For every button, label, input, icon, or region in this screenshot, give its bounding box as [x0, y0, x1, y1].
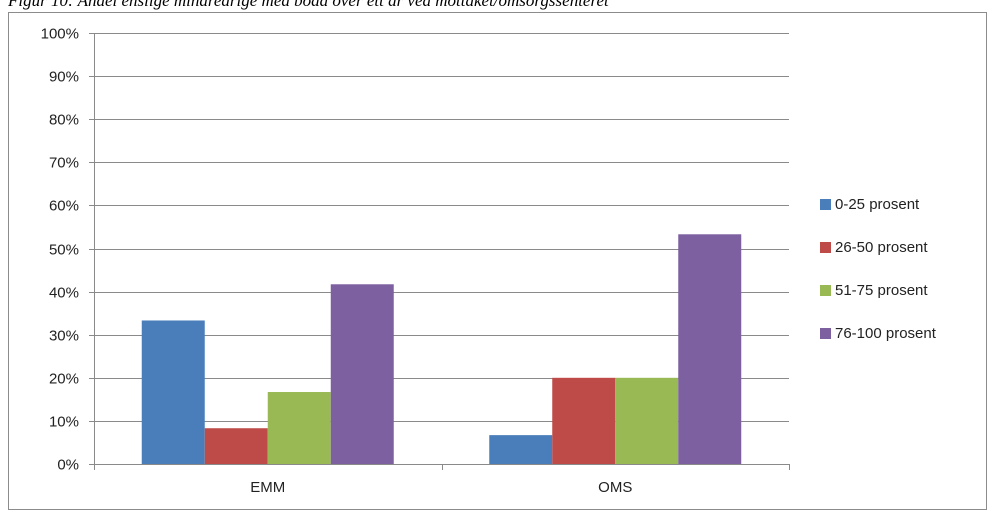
- y-tick-label: 60%: [49, 198, 79, 215]
- y-tick-label: 50%: [49, 242, 79, 259]
- legend-swatch: [820, 285, 831, 296]
- y-tick-label: 10%: [49, 414, 79, 431]
- gridlines: [94, 33, 789, 422]
- legend-label: 0-25 prosent: [835, 196, 920, 213]
- bar: [204, 428, 268, 464]
- bar: [489, 435, 553, 464]
- legend-swatch: [820, 328, 831, 339]
- bar: [141, 320, 205, 464]
- bar: [267, 392, 331, 464]
- legend-label: 76-100 prosent: [835, 325, 937, 342]
- legend-swatch: [820, 242, 831, 253]
- figure-caption: Figur 10: Andel enslige mindreårige med …: [8, 0, 609, 10]
- y-tick-label: 0%: [57, 457, 79, 474]
- y-tick-label: 30%: [49, 328, 79, 345]
- y-tick-label: 80%: [49, 112, 79, 129]
- bar: [678, 234, 742, 464]
- y-tick-label: 20%: [49, 371, 79, 388]
- legend-label: 26-50 prosent: [835, 239, 928, 256]
- legend: 0-25 prosent 26-50 prosent 51-75 prosent 76…: [820, 196, 937, 342]
- bar: [330, 284, 394, 464]
- y-tick-label: 100%: [41, 26, 79, 43]
- chart-frame: [8, 12, 987, 510]
- y-tick-label: 90%: [49, 69, 79, 86]
- bar: [552, 377, 616, 464]
- legend-label: 51-75 prosent: [835, 282, 928, 299]
- x-tick-label: EMM: [250, 479, 285, 496]
- y-tick-label: 70%: [49, 155, 79, 172]
- bar: [615, 377, 679, 464]
- legend-swatch: [820, 199, 831, 210]
- x-tick-label: OMS: [598, 479, 632, 496]
- bars: [141, 234, 742, 464]
- x-axis: EMM OMS: [94, 464, 790, 496]
- y-tick-label: 40%: [49, 285, 79, 302]
- y-axis: 0% 10% 20% 30% 40% 50% 60% 70% 80% 90% 100%: [41, 26, 95, 474]
